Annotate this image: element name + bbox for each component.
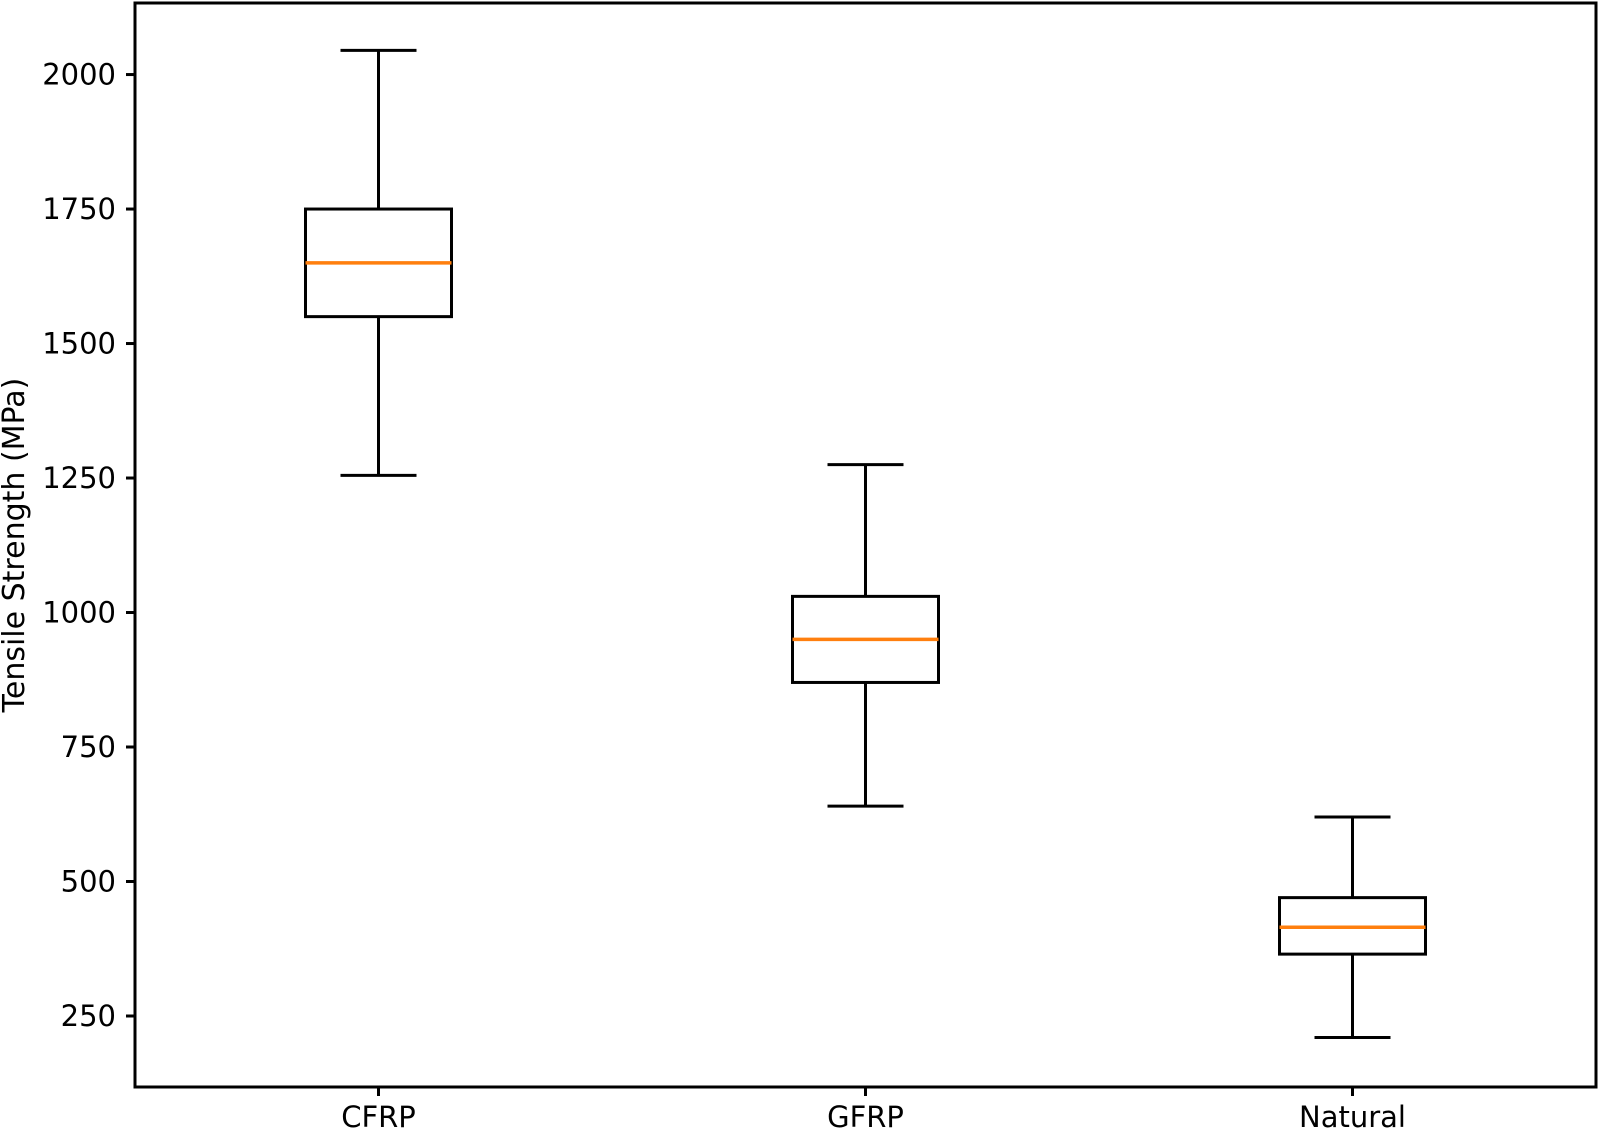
y-tick-label: 750	[61, 730, 116, 764]
y-tick-label: 2000	[42, 58, 116, 92]
y-tick-label: 1500	[42, 327, 116, 361]
x-tick-label: CFRP	[341, 1100, 416, 1130]
x-tick-label: Natural	[1299, 1100, 1406, 1130]
y-tick-label: 250	[61, 999, 116, 1033]
y-tick-label: 1750	[42, 192, 116, 226]
y-tick-label: 500	[61, 864, 116, 898]
y-tick-label: 1000	[42, 596, 116, 630]
y-axis-label: Tensile Strength (MPa)	[0, 378, 32, 714]
y-tick-label: 1250	[42, 461, 116, 495]
x-tick-label: GFRP	[827, 1100, 904, 1130]
